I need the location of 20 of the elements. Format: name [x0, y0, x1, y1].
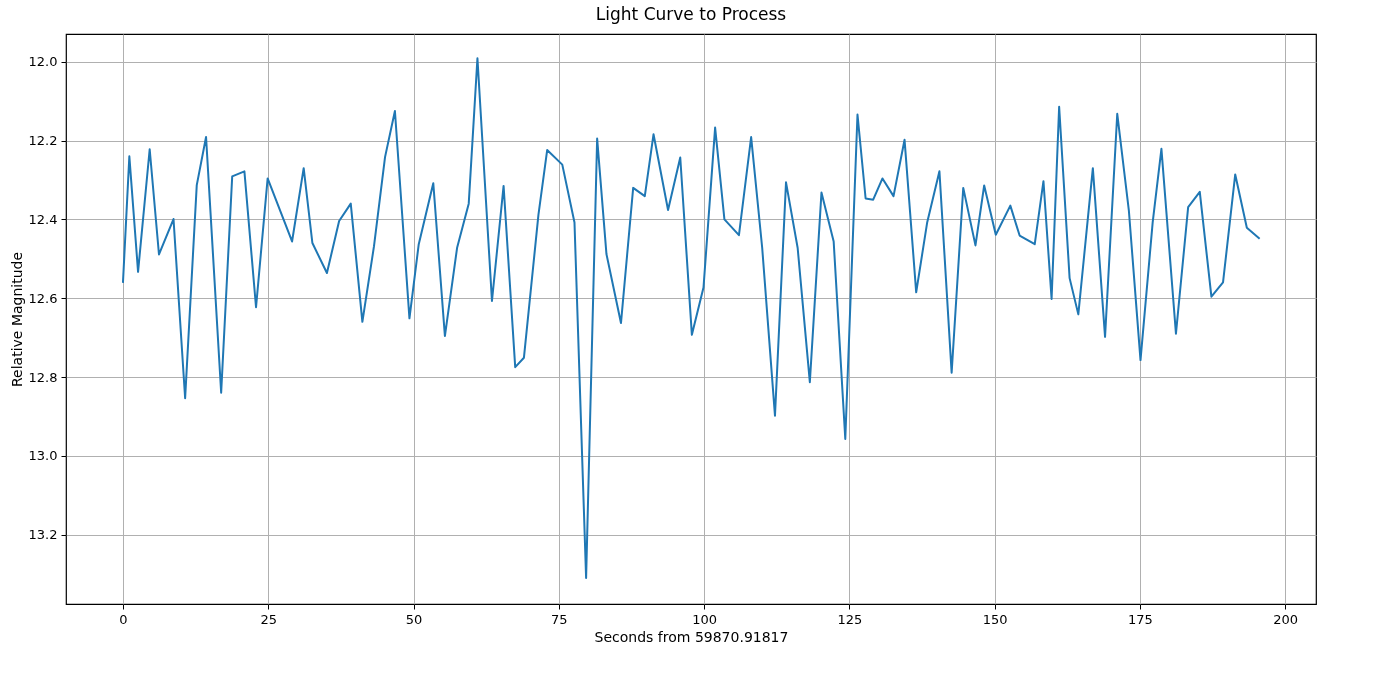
- x-tick-label: 125: [837, 611, 863, 627]
- y-tick-label: 13.2: [28, 527, 58, 543]
- x-tick-label: 175: [1128, 611, 1153, 627]
- line-series: [121, 57, 1261, 579]
- x-tick-label: 0: [119, 611, 128, 627]
- x-tick-label: 150: [982, 611, 1008, 627]
- chart-title: Light Curve to Process: [595, 4, 787, 24]
- y-axis-title: Relative Magnitude: [8, 251, 25, 388]
- y-tick-label: 12.4: [28, 211, 58, 227]
- y-tick-label: 13.0: [28, 448, 58, 464]
- y-tick-label: 12.0: [28, 54, 58, 70]
- x-tick-label: 50: [405, 611, 423, 627]
- y-tick-label: 12.6: [28, 290, 58, 306]
- y-tick-label: 12.8: [28, 369, 58, 385]
- x-tick-label: 75: [551, 611, 568, 627]
- x-tick-label: 25: [260, 611, 277, 627]
- x-tick-label: 100: [692, 611, 717, 627]
- x-tick-label: 200: [1273, 611, 1299, 627]
- y-tick-label: 12.2: [28, 133, 58, 149]
- x-axis-title: Seconds from 59870.91817: [594, 628, 789, 645]
